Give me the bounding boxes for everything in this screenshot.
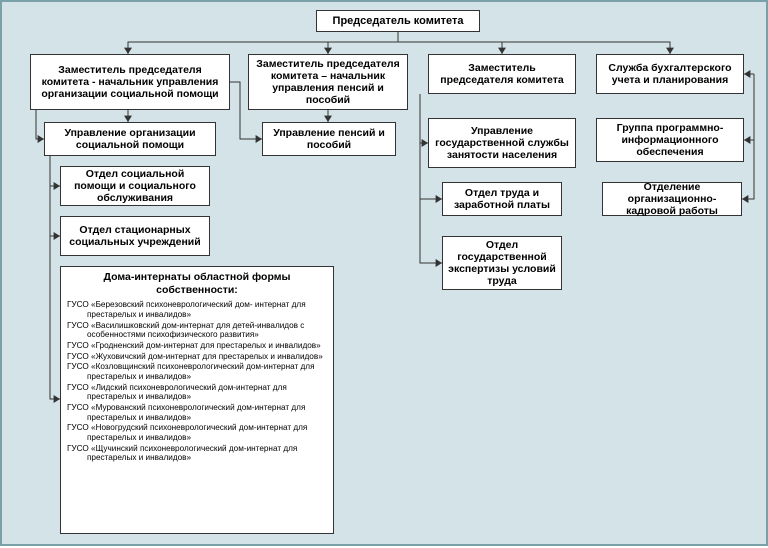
node-dep2: Заместитель председателя комитета – нача… — [248, 54, 408, 110]
node-o5: Отдел государственной экспертизы условий… — [442, 236, 562, 290]
list-item: ГУСО «Мурованский психоневрологический д… — [67, 403, 327, 422]
list-item: ГУСО «Лидский психоневрологический дом-и… — [67, 383, 327, 402]
node-dep1: Заместитель председателя комитета - нача… — [30, 54, 230, 110]
node-label: Группа программно-информационного обеспе… — [601, 122, 739, 158]
list-item: ГУСО «Щучинский психоневрологический дом… — [67, 444, 327, 463]
node-label: Управление пенсий и пособий — [267, 127, 391, 151]
node-o4: Отделение организационно-кадровой работы — [602, 182, 742, 216]
node-u4: Группа программно-информационного обеспе… — [596, 118, 744, 162]
node-o2: Отдел стационарных социальных учреждений — [60, 216, 210, 256]
node-label: Отдел социальной помощи и социального об… — [65, 168, 205, 204]
node-label: Управление организации социальной помощи — [49, 127, 211, 151]
list-item: ГУСО «Козловщинский психоневрологический… — [67, 362, 327, 381]
node-label: Председатель комитета — [333, 15, 464, 28]
list-item: ГУСО «Березовский психоневрологический д… — [67, 300, 327, 319]
list-item: ГУСО «Гродненский дом-интернат для прест… — [67, 341, 327, 351]
institutions-list-title: Дома-интернаты областной формы собственн… — [67, 271, 327, 296]
node-dep3: Заместитель председателя комитета — [428, 54, 576, 94]
node-o3: Отдел труда и заработной платы — [442, 182, 562, 216]
node-label: Заместитель председателя комитета — [433, 62, 571, 86]
node-label: Отдел государственной экспертизы условий… — [447, 239, 557, 287]
node-label: Отдел стационарных социальных учреждений — [65, 224, 205, 248]
node-u2: Управление пенсий и пособий — [262, 122, 396, 156]
list-item: ГУСО «Новогрудский психоневрологический … — [67, 423, 327, 442]
list-item: ГУСО «Василишковский дом-интернат для де… — [67, 321, 327, 340]
node-dep4: Служба бухгалтерского учета и планирован… — [596, 54, 744, 94]
node-u1: Управление организации социальной помощи — [44, 122, 216, 156]
node-label: Отделение организационно-кадровой работы — [607, 181, 737, 217]
list-item: ГУСО «Жуховичский дом-интернат для прест… — [67, 352, 327, 362]
node-label: Заместитель председателя комитета – нача… — [253, 58, 403, 106]
node-label: Управление государственной службы занято… — [433, 125, 571, 161]
org-chart: Дома-интернаты областной формы собственн… — [0, 0, 768, 546]
node-label: Служба бухгалтерского учета и планирован… — [601, 62, 739, 86]
node-root: Председатель комитета — [316, 10, 480, 32]
node-u3: Управление государственной службы занято… — [428, 118, 576, 168]
node-o1: Отдел социальной помощи и социального об… — [60, 166, 210, 206]
node-label: Заместитель председателя комитета - нача… — [35, 64, 225, 100]
node-label: Отдел труда и заработной платы — [447, 187, 557, 211]
institutions-list: ГУСО «Березовский психоневрологический д… — [67, 300, 327, 463]
institutions-list-box: Дома-интернаты областной формы собственн… — [60, 266, 334, 534]
